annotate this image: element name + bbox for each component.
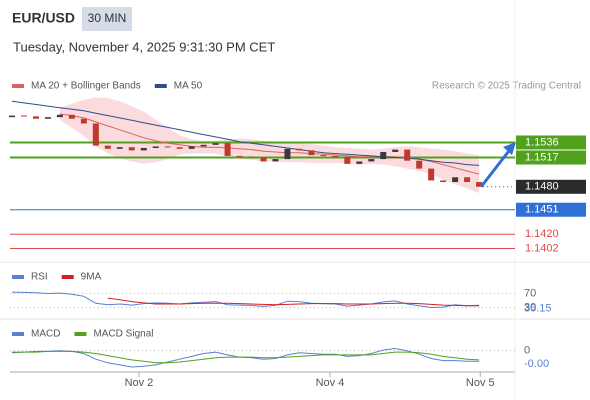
candle (344, 156, 351, 164)
level-label-box (516, 135, 586, 150)
legend-swatch (154, 84, 167, 88)
candle (248, 156, 255, 158)
candle (152, 146, 159, 149)
candle (308, 150, 315, 156)
candle (260, 157, 267, 162)
forecast-arrow (479, 146, 514, 188)
candle (296, 148, 303, 151)
legend-label: MACD (31, 329, 60, 340)
level-label: 1.1517 (525, 151, 559, 163)
last-price-box (516, 179, 586, 194)
candle (416, 160, 423, 169)
symbol: EUR/USD (12, 10, 75, 26)
candle (116, 147, 123, 149)
candle (200, 144, 207, 147)
candle (140, 148, 147, 151)
candle (104, 145, 111, 149)
x-tick-label: Nov 5 (466, 377, 495, 389)
last-value-label: -0.00 (524, 358, 549, 370)
datetime: Tuesday, November 4, 2025 9:31:30 PM CET (13, 39, 275, 54)
level-label-box (516, 202, 586, 217)
y-tick-label: 0 (524, 345, 530, 357)
forecast-arrow-head (503, 142, 516, 155)
level-label: 1.1402 (525, 242, 559, 254)
y-tick-label: 30 (524, 301, 536, 313)
x-tick-label: Nov 4 (316, 377, 345, 389)
candle (428, 168, 435, 181)
last-value-label: 36.15 (524, 302, 552, 314)
legend-label: MACD Signal (93, 329, 153, 340)
level-label: 1.1420 (525, 228, 559, 240)
ma-line (11, 100, 480, 166)
last-price-label: 1.1480 (525, 181, 559, 193)
legend-swatch (12, 275, 24, 279)
legend-label: 9MA (81, 272, 102, 283)
candle (356, 161, 363, 164)
candle (224, 143, 231, 156)
candle (392, 149, 399, 152)
candle (80, 118, 87, 124)
legend-swatch (12, 84, 24, 88)
level-label: 1.1536 (525, 136, 559, 148)
legend-label: RSI (31, 272, 48, 283)
candle (9, 115, 15, 118)
source: Research © 2025 Trading Central (432, 81, 581, 92)
candle (272, 159, 279, 162)
candle (212, 143, 219, 145)
timeframe-badge (82, 7, 132, 31)
legend-label: MA 50 (174, 81, 203, 92)
candle (440, 180, 447, 183)
legend-swatch (12, 332, 24, 336)
candle (44, 117, 51, 119)
indicator-line (12, 350, 480, 364)
candle (176, 147, 183, 149)
candle (284, 148, 291, 160)
candle (380, 151, 387, 160)
candle (464, 177, 471, 183)
candle (404, 149, 411, 161)
timeframe: 30 MIN (88, 11, 127, 25)
x-tick-label: Nov 2 (125, 377, 154, 389)
legend-label: MA 20 + Bollinger Bands (31, 81, 141, 92)
candle (32, 116, 39, 119)
candle (368, 159, 375, 162)
candle (452, 177, 459, 183)
candle (320, 155, 327, 157)
level-label-box (516, 150, 586, 165)
legend-swatch (61, 275, 74, 279)
candle (68, 114, 75, 119)
candle (56, 114, 63, 118)
candle (188, 146, 195, 149)
candle (128, 147, 135, 151)
candle (164, 146, 171, 148)
indicator-line (107, 297, 480, 307)
candle (20, 115, 27, 117)
indicator-line (11, 291, 480, 309)
candle (476, 182, 483, 187)
candle (332, 155, 339, 157)
candle (92, 123, 99, 146)
level-label: 1.1451 (525, 204, 559, 216)
indicator-line (11, 347, 480, 368)
y-tick-label: 70 (524, 287, 536, 299)
legend-swatch (74, 332, 87, 336)
candle (236, 155, 243, 157)
